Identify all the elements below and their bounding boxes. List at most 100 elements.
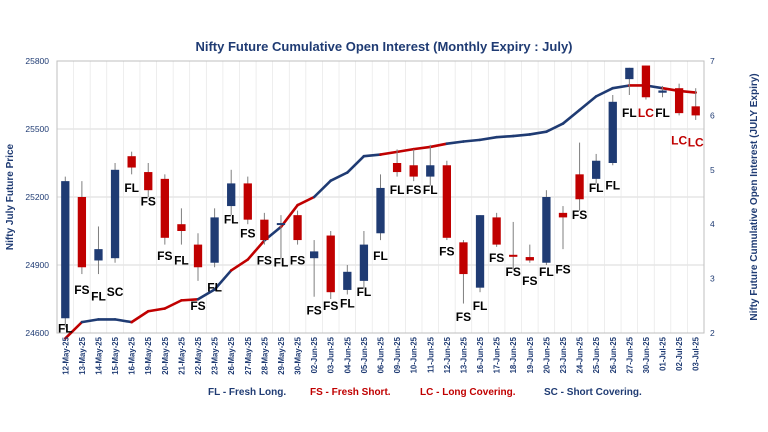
x-tick-label: 27-Jun-25 [625,336,634,373]
x-tick-label: 18-Jun-25 [509,336,518,373]
candle-body [558,212,568,218]
oi-line-segment [213,269,233,291]
candle-annotation: LC [671,133,687,147]
x-tick-label: 30-Jun-25 [642,336,651,373]
candle-body [61,181,70,319]
candle-annotation: FS [555,263,570,277]
oi-line-segment [113,318,133,324]
candle-body [409,165,418,177]
candle-annotation: FL [390,183,405,197]
x-tick-label: 03-Jun-25 [327,336,336,373]
candle-annotation: FL [605,179,620,193]
candle-annotation: FS [522,274,537,288]
plot-area [56,60,705,334]
oi-line-segment [296,195,316,207]
candle-annotation: FS [323,299,338,313]
oi-line-segment [478,135,498,142]
candle-body [525,257,534,261]
y-right-tick-label: 3 [710,274,715,284]
x-tick-label: 20-May-25 [161,336,170,374]
legend-item: LC - Long Covering. [420,387,516,398]
candle-body [94,249,103,261]
candle-annotation: FL [91,290,106,304]
x-tick-label: 14-May-25 [94,336,103,374]
candle-body [592,160,601,179]
candle-annotation: FL [274,256,289,270]
candle-annotation: SC [107,285,124,299]
candle-body [542,197,551,263]
candle-annotation: FS [456,310,471,324]
x-tick-label: 12-Jun-25 [443,336,452,373]
candle-annotation: FS [306,303,321,317]
oi-line-segment [146,307,167,313]
x-tick-label: 28-May-25 [260,336,269,374]
x-tick-label: 11-Jun-25 [426,336,435,373]
candle-body [509,254,518,257]
candle-body [177,224,186,231]
candle-body [392,163,402,173]
candle-annotation: FL [207,281,222,295]
candle-body [227,183,236,207]
oi-line-segment [445,140,465,145]
candle-body [492,217,501,245]
oi-line-segment [80,318,100,324]
oi-line-segment [412,145,432,151]
legend: FL - Fresh Long. FS - Fresh Short. LC - Lo… [208,387,642,398]
candle-body [210,217,219,263]
oi-line-segment [561,108,581,125]
candle-annotation: FL [423,183,438,197]
candle-annotation: LC [638,106,654,120]
x-tick-label: 05-Jun-25 [360,336,369,373]
candle-body [160,178,169,238]
x-tick-label: 25-Jun-25 [592,336,601,373]
candle-annotation: FL [357,285,372,299]
y-left-tick-label: 25200 [25,192,49,202]
x-tick-label: 26-May-25 [227,336,236,374]
candle-annotation: FS [190,299,205,313]
candle-annotation: FL [622,106,637,120]
oi-line-segment [594,86,615,98]
candle-annotation: FL [124,181,139,195]
chart-title: Nifty Future Cumulative Open Interest (M… [195,39,572,54]
oi-line-segment [312,179,333,199]
left-axis: 24600 24900 25200 25500 25800 [25,56,49,338]
y-right-tick-label: 2 [710,328,715,338]
candle-body [260,219,269,241]
candle-annotation: FS [506,265,521,279]
candle-annotation: FL [224,213,239,227]
x-tick-label: 23-Jun-25 [559,336,568,373]
oi-line-segment [379,150,399,156]
x-tick-label: 22-May-25 [194,336,203,374]
candle-annotation: FS [157,249,172,263]
x-tick-label: 21-May-25 [177,336,186,374]
y-left-tick-label: 24900 [25,260,49,270]
candle-body [575,174,584,200]
oi-line-segment [495,134,515,139]
candle-body [127,156,136,168]
oi-line-segment [578,95,598,112]
candle-annotation: FS [439,244,454,258]
candle-body [442,165,452,238]
x-tick-label: 19-Jun-25 [526,336,535,373]
y-right-tick-label: 6 [710,110,715,120]
oi-line-segment [511,133,532,138]
x-tick-label: 03-Jul-25 [692,336,701,370]
y-right-tick-label: 4 [710,219,715,229]
oi-line-segment [180,297,200,302]
candle-annotation: FS [572,208,587,222]
x-tick-label: 01-Jul-25 [659,336,668,370]
candle-annotation: FL [174,253,189,267]
oi-line-segment [462,138,482,143]
legend-item: FL - Fresh Long. [208,387,286,398]
candle-body [674,88,684,114]
candle-body [641,65,651,98]
candle-body [276,223,286,226]
oi-line-segment [611,84,631,90]
x-tick-label: 16-Jun-25 [476,336,485,373]
candle-body [475,215,485,288]
oi-line-segment [362,153,382,158]
candle-body [376,187,385,234]
oi-line-segment [545,122,565,134]
x-tick-label: 10-Jun-25 [410,336,419,373]
candle-annotation: FL [58,321,73,335]
